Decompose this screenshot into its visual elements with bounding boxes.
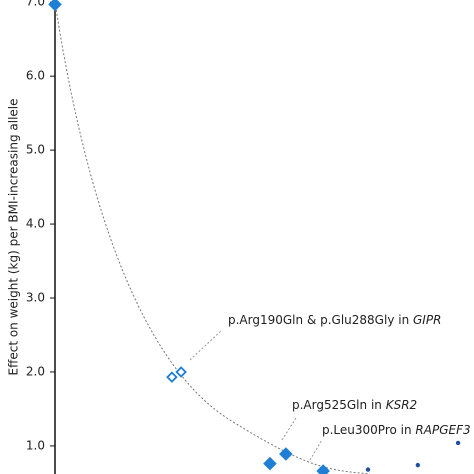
annotation-text: p.Arg525Gln in	[292, 398, 386, 412]
y-tick-label: 2.0	[26, 364, 45, 378]
annotation: p.Arg525Gln in KSR2	[292, 398, 417, 412]
annotation-gene: RAPGEF3	[415, 423, 470, 437]
annotation-text: p.Leu300Pro in	[322, 423, 415, 437]
leader-line	[189, 329, 223, 361]
point	[263, 456, 277, 471]
y-tick-label: 7.0	[26, 0, 45, 9]
point	[279, 447, 293, 461]
point	[316, 464, 330, 474]
annotation-text: p.Arg190Gln & p.Glu288Gly in	[228, 313, 413, 327]
y-tick-label: 1.0	[26, 438, 45, 452]
annotation-gene: GIPR	[413, 313, 441, 327]
point	[415, 462, 421, 468]
point	[455, 440, 461, 446]
y-tick-label: 3.0	[26, 291, 45, 305]
leader-line	[309, 439, 323, 461]
leader-line	[281, 417, 297, 441]
annotation: p.Leu300Pro in RAPGEF3	[322, 423, 471, 437]
annotation-gene: KSR2	[386, 398, 417, 412]
point	[175, 366, 187, 378]
y-tick-label: 6.0	[26, 69, 45, 83]
annotation: p.Arg190Gln & p.Glu288Gly in GIPR	[228, 313, 441, 327]
point	[166, 371, 178, 383]
point	[365, 467, 371, 472]
y-tick-label: 5.0	[26, 143, 45, 157]
y-tick-label: 4.0	[26, 217, 45, 231]
y-axis-label: Effect on weight (kg) per BMI-increasing…	[7, 98, 21, 375]
point	[48, 0, 62, 12]
